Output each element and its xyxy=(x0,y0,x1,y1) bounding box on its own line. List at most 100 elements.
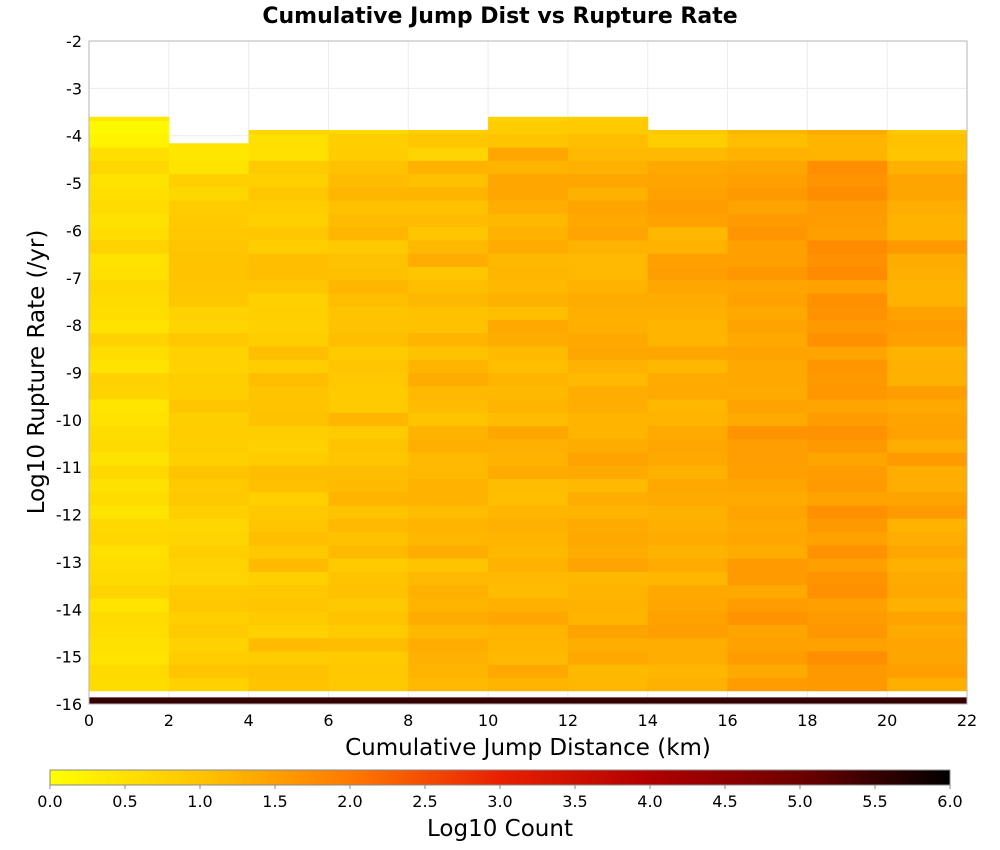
heatmap-cell xyxy=(727,571,808,586)
heatmap-cell xyxy=(807,385,888,400)
heatmap-cell xyxy=(89,160,170,175)
heatmap-cell xyxy=(807,186,888,201)
heatmap-cell xyxy=(567,597,649,612)
heatmap-cell xyxy=(168,624,250,639)
heatmap-cell xyxy=(488,173,569,188)
heatmap-cell xyxy=(408,130,489,135)
heatmap-cell xyxy=(488,399,569,413)
heatmap-cell xyxy=(488,478,569,493)
heatmap-cell xyxy=(328,637,409,652)
heatmap-cell xyxy=(567,147,649,161)
heatmap-cell xyxy=(887,677,968,692)
heatmap-cell xyxy=(248,253,329,267)
heatmap-cell xyxy=(647,544,729,559)
heatmap-cell xyxy=(887,253,968,267)
heatmap-cell xyxy=(647,399,729,413)
x-tick-label: 12 xyxy=(558,711,578,730)
heatmap-cell xyxy=(567,584,649,599)
heatmap-cell xyxy=(647,186,729,201)
heatmap-cell xyxy=(408,452,489,466)
heatmap-cell xyxy=(567,544,649,559)
heatmap-cell xyxy=(328,505,409,519)
heatmap-cell xyxy=(328,624,409,639)
heatmap-cell xyxy=(89,399,170,413)
heatmap-cell xyxy=(567,385,649,400)
heatmap-cell xyxy=(248,213,329,228)
heatmap-cell xyxy=(567,306,649,320)
heatmap-cell xyxy=(488,544,569,559)
heatmap-cell xyxy=(807,332,888,347)
heatmap-cell xyxy=(89,226,170,241)
heatmap-cell xyxy=(567,531,649,546)
heatmap-cell xyxy=(887,597,968,612)
heatmap-cell xyxy=(727,306,808,320)
heatmap-cell xyxy=(328,133,409,148)
heatmap-cell xyxy=(168,650,250,665)
heatmap-cell xyxy=(727,412,808,427)
heatmap-cell xyxy=(488,531,569,546)
heatmap-cell xyxy=(328,173,409,188)
heatmap-cell xyxy=(248,650,329,665)
heatmap-cell xyxy=(328,332,409,347)
heatmap-cell xyxy=(887,186,968,201)
heatmap-cell xyxy=(887,279,968,294)
heatmap-cell xyxy=(328,584,409,599)
heatmap-cell xyxy=(887,571,968,586)
heatmap-cell xyxy=(488,637,569,652)
heatmap-cell xyxy=(567,253,649,267)
heatmap-cell xyxy=(408,465,489,480)
heatmap-cell xyxy=(168,478,250,493)
heatmap-cell xyxy=(168,200,250,214)
heatmap-cell xyxy=(328,372,409,387)
heatmap-cell xyxy=(727,253,808,267)
heatmap-cell xyxy=(408,597,489,612)
colorbar-tick-label: 0.0 xyxy=(37,792,62,811)
colorbar-tick-label: 5.0 xyxy=(787,792,812,811)
y-tick-label: -4 xyxy=(66,127,82,146)
y-tick-label: -10 xyxy=(56,411,82,430)
heatmap-cell xyxy=(488,292,569,307)
heatmap-cell xyxy=(488,438,569,453)
heatmap-cell xyxy=(887,133,968,148)
heatmap-cell xyxy=(89,306,170,320)
heatmap-cell xyxy=(408,664,489,678)
heatmap-cell xyxy=(248,624,329,639)
heatmap-cell xyxy=(408,531,489,546)
heatmap-cell xyxy=(248,385,329,400)
heatmap-cell xyxy=(567,173,649,188)
heatmap-cell xyxy=(887,544,968,559)
heatmap-cell xyxy=(647,478,729,493)
heatmap-cell xyxy=(488,412,569,427)
heatmap-cell xyxy=(887,239,968,254)
heatmap-cell xyxy=(248,292,329,307)
heatmap-cell xyxy=(807,133,888,148)
heatmap-cell xyxy=(647,173,729,188)
heatmap-cell xyxy=(567,213,649,228)
heatmap-cell xyxy=(168,491,250,506)
heatmap-cell xyxy=(89,637,170,652)
heatmap-cell xyxy=(807,306,888,320)
colorbar-tick-label: 1.0 xyxy=(187,792,212,811)
heatmap-cell xyxy=(807,147,888,161)
heatmap-cell xyxy=(408,624,489,639)
heatmap-cell xyxy=(328,186,409,201)
heatmap-cell xyxy=(89,597,170,612)
heatmap-cell xyxy=(807,425,888,440)
heatmap-cell xyxy=(647,226,729,241)
x-tick-label: 18 xyxy=(797,711,817,730)
heatmap-cell xyxy=(647,412,729,427)
heatmap-cell xyxy=(488,611,569,625)
heatmap-cell xyxy=(488,213,569,228)
heatmap-cell xyxy=(647,452,729,466)
heatmap-cell xyxy=(567,292,649,307)
heatmap-cell xyxy=(89,624,170,639)
heatmap-cell xyxy=(168,637,250,652)
heatmap-cell xyxy=(248,279,329,294)
heatmap-cell xyxy=(488,597,569,612)
heatmap-cell xyxy=(488,664,569,678)
heatmap-cell xyxy=(408,412,489,427)
x-tick-label: 20 xyxy=(877,711,897,730)
heatmap-cell xyxy=(647,130,729,135)
heatmap-cell xyxy=(408,292,489,307)
heatmap-cell xyxy=(647,213,729,228)
